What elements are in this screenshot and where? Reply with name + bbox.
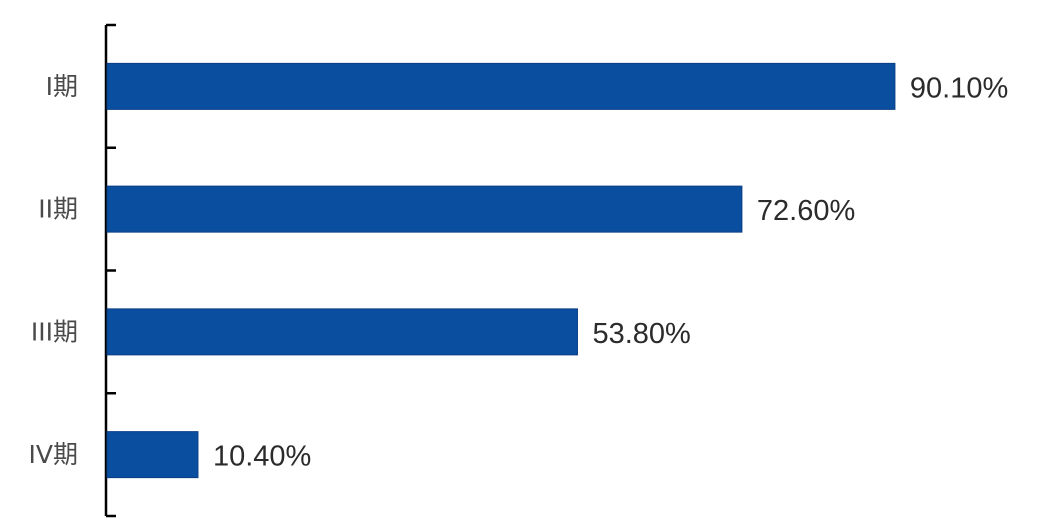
category-label-3: III期 bbox=[31, 317, 78, 346]
axis-layer bbox=[104, 23, 116, 518]
bar-1 bbox=[106, 62, 896, 110]
bar-4 bbox=[106, 431, 199, 479]
labels-layer: I期 90.10% II期 72.60% III期 53.80% IV期 10.40% bbox=[29, 72, 1009, 473]
bar-3 bbox=[106, 308, 578, 356]
bar-2 bbox=[106, 185, 743, 233]
data-label-3: 53.80% bbox=[592, 318, 690, 350]
category-label-4: IV期 bbox=[29, 440, 78, 469]
bars-layer bbox=[106, 62, 896, 479]
category-label-1: I期 bbox=[46, 72, 78, 101]
data-label-1: 90.10% bbox=[910, 72, 1008, 104]
category-label-2: II期 bbox=[38, 195, 78, 224]
data-label-4: 10.40% bbox=[213, 441, 311, 473]
data-label-2: 72.60% bbox=[757, 195, 855, 227]
